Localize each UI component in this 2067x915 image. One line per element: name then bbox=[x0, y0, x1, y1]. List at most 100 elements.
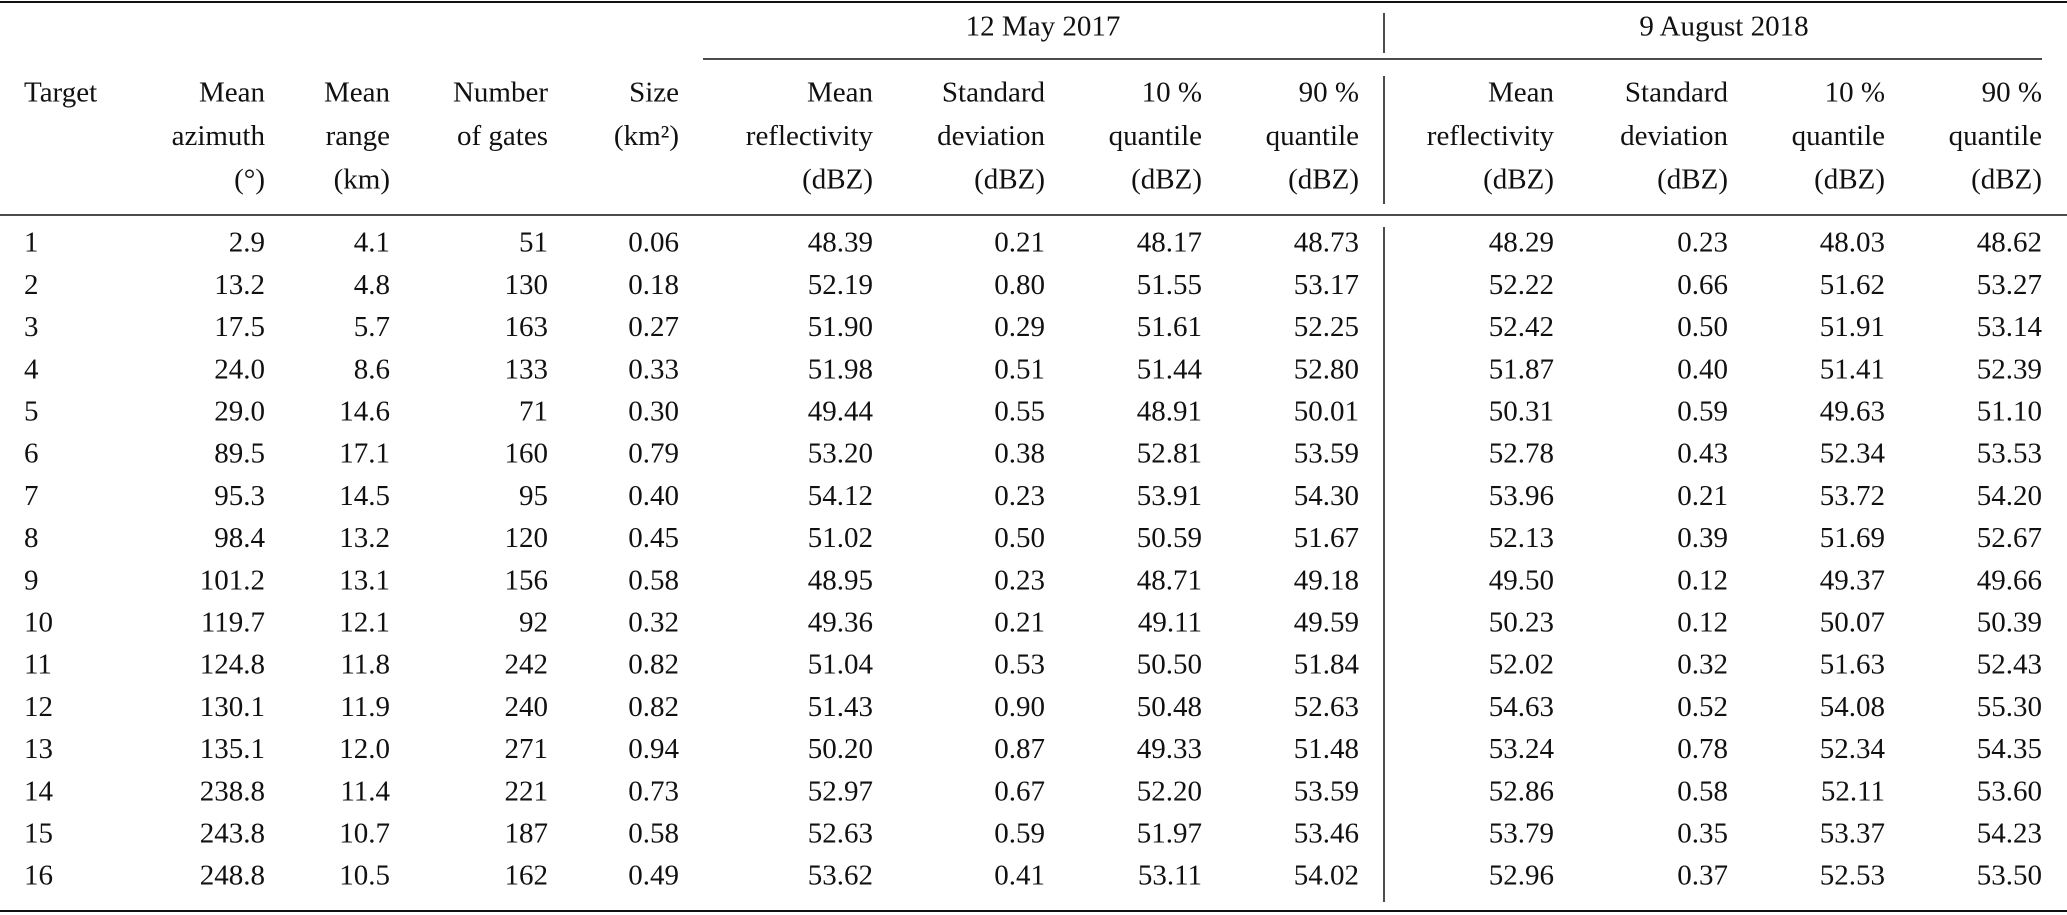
cell: 51.55 bbox=[1137, 269, 1202, 301]
cell: 54.23 bbox=[1977, 817, 2042, 849]
cell: 89.5 bbox=[214, 438, 265, 470]
cell: 0.40 bbox=[1677, 353, 1728, 385]
cell: 8.6 bbox=[354, 353, 390, 385]
cell: 52.02 bbox=[1489, 649, 1554, 681]
cell: 130 bbox=[505, 269, 549, 301]
cell: 53.46 bbox=[1294, 817, 1359, 849]
cell: 101.2 bbox=[200, 564, 265, 596]
cell: 54.20 bbox=[1977, 480, 2042, 512]
cell: 52.11 bbox=[1821, 775, 1885, 807]
cell: 52.97 bbox=[808, 775, 873, 807]
column-header: reflectivity bbox=[1427, 120, 1555, 152]
cell: 243.8 bbox=[200, 817, 265, 849]
column-header: Mean bbox=[199, 77, 266, 109]
cell: 187 bbox=[505, 817, 549, 849]
cell: 51.48 bbox=[1294, 733, 1359, 765]
cell: 29.0 bbox=[214, 395, 265, 427]
cell: 53.50 bbox=[1977, 860, 2042, 892]
cell: 0.90 bbox=[994, 691, 1045, 723]
cell: 4.8 bbox=[354, 269, 390, 301]
cell: 14 bbox=[24, 775, 54, 807]
cell: 50.01 bbox=[1294, 395, 1359, 427]
cell: 0.73 bbox=[628, 775, 679, 807]
cell: 0.59 bbox=[994, 817, 1045, 849]
cell: 14.6 bbox=[339, 395, 390, 427]
cell: 7 bbox=[24, 480, 39, 512]
cell: 53.14 bbox=[1977, 311, 2043, 343]
cell: 0.58 bbox=[1677, 775, 1728, 807]
cell: 5 bbox=[24, 395, 39, 427]
cell: 49.11 bbox=[1138, 606, 1202, 638]
cell: 52.78 bbox=[1489, 438, 1554, 470]
cell: 51.84 bbox=[1294, 649, 1360, 681]
cell: 53.11 bbox=[1138, 860, 1202, 892]
cell: 0.53 bbox=[994, 649, 1045, 681]
cell: 49.33 bbox=[1137, 733, 1202, 765]
column-header: quantile bbox=[1266, 120, 1359, 152]
column-header: 90 % bbox=[1982, 77, 2042, 109]
cell: 52.81 bbox=[1137, 438, 1202, 470]
cell: 120 bbox=[505, 522, 549, 554]
cell: 130.1 bbox=[200, 691, 265, 723]
cell: 0.58 bbox=[628, 564, 679, 596]
cell: 51.69 bbox=[1820, 522, 1885, 554]
cell: 0.59 bbox=[1677, 395, 1728, 427]
cell: 50.23 bbox=[1489, 606, 1554, 638]
cell: 15 bbox=[24, 817, 53, 849]
cell: 0.41 bbox=[994, 860, 1045, 892]
cell: 53.91 bbox=[1137, 480, 1202, 512]
column-header: 90 % bbox=[1299, 77, 1359, 109]
cell: 49.63 bbox=[1820, 395, 1885, 427]
cell: 50.48 bbox=[1137, 691, 1202, 723]
cell: 0.35 bbox=[1677, 817, 1728, 849]
cell: 52.25 bbox=[1294, 311, 1359, 343]
group-header: 9 August 2018 bbox=[1639, 11, 1808, 43]
cell: 0.80 bbox=[994, 269, 1045, 301]
cell: 53.72 bbox=[1820, 480, 1885, 512]
cell: 54.08 bbox=[1820, 691, 1885, 723]
cell: 133 bbox=[505, 353, 549, 385]
cell: 0.82 bbox=[628, 649, 679, 681]
cell: 124.8 bbox=[200, 649, 265, 681]
cell: 0.18 bbox=[628, 269, 679, 301]
cell: 162 bbox=[505, 860, 549, 892]
cell: 51.91 bbox=[1820, 311, 1885, 343]
column-header: (dBZ) bbox=[1288, 164, 1359, 196]
cell: 10.7 bbox=[339, 817, 390, 849]
cell: 0.50 bbox=[1677, 311, 1728, 343]
cell: 9 bbox=[24, 564, 39, 596]
column-header: deviation bbox=[1620, 120, 1728, 152]
column-header: (dBZ) bbox=[1657, 164, 1728, 196]
column-header: (dBZ) bbox=[1814, 164, 1885, 196]
cell: 0.30 bbox=[628, 395, 679, 427]
cell: 49.59 bbox=[1294, 606, 1359, 638]
cell: 49.37 bbox=[1820, 564, 1885, 596]
cell: 52.86 bbox=[1489, 775, 1554, 807]
cell: 0.66 bbox=[1677, 269, 1728, 301]
column-header: 10 % bbox=[1825, 77, 1885, 109]
column-header: Target bbox=[24, 77, 97, 109]
cell: 13 bbox=[24, 733, 53, 765]
cell: 49.50 bbox=[1489, 564, 1554, 596]
cell: 8 bbox=[24, 522, 39, 554]
cell: 53.59 bbox=[1294, 438, 1359, 470]
cell: 52.34 bbox=[1820, 733, 1886, 765]
cell: 49.44 bbox=[808, 395, 874, 427]
column-header: quantile bbox=[1109, 120, 1202, 152]
cell: 51.90 bbox=[808, 311, 873, 343]
column-header: (dBZ) bbox=[802, 164, 873, 196]
cell: 13.2 bbox=[214, 269, 265, 301]
cell: 11.4 bbox=[340, 775, 390, 807]
cell: 6 bbox=[24, 438, 39, 470]
cell: 0.21 bbox=[994, 227, 1045, 259]
column-header: Mean bbox=[1488, 77, 1555, 109]
cell: 17.5 bbox=[214, 311, 265, 343]
column-header: reflectivity bbox=[746, 120, 874, 152]
cell: 49.18 bbox=[1294, 564, 1359, 596]
column-header: (dBZ) bbox=[974, 164, 1045, 196]
cell: 248.8 bbox=[200, 860, 265, 892]
cell: 52.63 bbox=[1294, 691, 1359, 723]
cell: 51.98 bbox=[808, 353, 873, 385]
cell: 0.43 bbox=[1677, 438, 1728, 470]
